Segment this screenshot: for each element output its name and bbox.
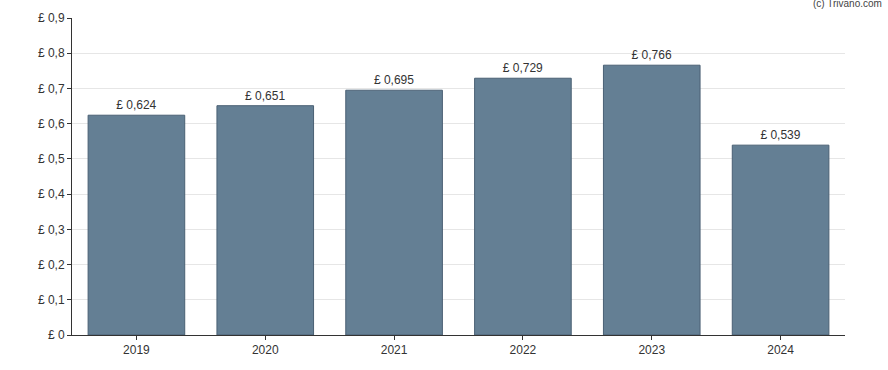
svg-text:£ 0,4: £ 0,4 — [38, 187, 65, 201]
svg-text:£ 0,6: £ 0,6 — [38, 117, 65, 131]
svg-text:£ 0,539: £ 0,539 — [760, 128, 800, 142]
svg-text:£ 0,8: £ 0,8 — [38, 46, 65, 60]
svg-text:£ 0,3: £ 0,3 — [38, 223, 65, 237]
svg-text:£ 0,729: £ 0,729 — [503, 61, 543, 75]
svg-text:£ 0,5: £ 0,5 — [38, 152, 65, 166]
svg-text:£ 0,1: £ 0,1 — [38, 293, 65, 307]
svg-text:2021: 2021 — [381, 343, 408, 357]
svg-text:£ 0,624: £ 0,624 — [116, 98, 156, 112]
svg-text:£ 0,651: £ 0,651 — [245, 89, 285, 103]
svg-text:2023: 2023 — [638, 343, 665, 357]
svg-text:£ 0,9: £ 0,9 — [38, 11, 65, 25]
svg-text:£ 0,7: £ 0,7 — [38, 82, 65, 96]
svg-text:2024: 2024 — [767, 343, 794, 357]
svg-text:(c) Trivano.com: (c) Trivano.com — [813, 0, 882, 9]
svg-text:£ 0: £ 0 — [48, 328, 65, 342]
svg-text:2019: 2019 — [123, 343, 150, 357]
svg-text:£ 0,766: £ 0,766 — [632, 48, 672, 62]
svg-text:£ 0,2: £ 0,2 — [38, 258, 65, 272]
svg-text:2020: 2020 — [252, 343, 279, 357]
svg-text:£ 0,695: £ 0,695 — [374, 73, 414, 87]
svg-text:2022: 2022 — [510, 343, 537, 357]
